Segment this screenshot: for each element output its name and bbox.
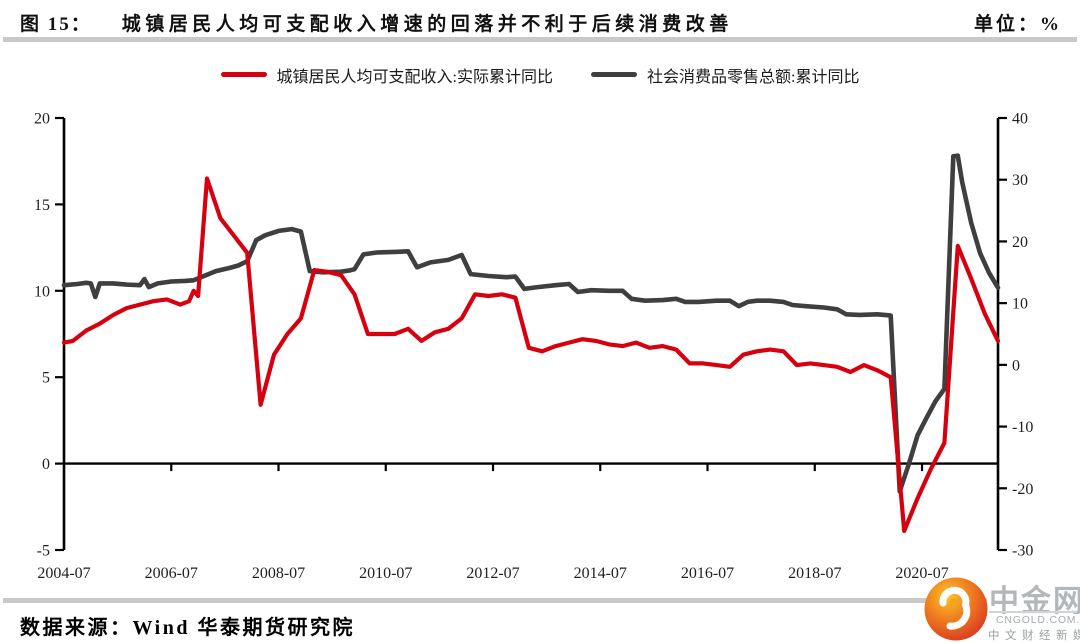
right-axis-tick-label: 40 bbox=[1012, 111, 1028, 128]
logo-text-background bbox=[987, 575, 1080, 643]
right-axis-tick-label: -20 bbox=[1012, 481, 1033, 498]
x-axis-tick-label: 2012-07 bbox=[466, 565, 519, 582]
left-axis-tick-label: 15 bbox=[34, 197, 50, 214]
left-axis-tick-label: 0 bbox=[42, 456, 50, 473]
left-axis-tick-label: 20 bbox=[34, 111, 50, 128]
x-axis-tick-label: 2014-07 bbox=[574, 565, 627, 582]
x-axis-tick-label: 2016-07 bbox=[681, 565, 734, 582]
footer-divider bbox=[3, 598, 1077, 603]
right-axis-tick-label: 20 bbox=[1012, 234, 1028, 251]
x-axis-tick-label: 2006-07 bbox=[145, 565, 198, 582]
logo-rule bbox=[989, 611, 1077, 613]
legend-label-income: 城镇居民人均可支配收入:实际累计同比 bbox=[276, 68, 553, 86]
x-axis-tick-label: 2020-07 bbox=[895, 565, 948, 582]
left-axis-tick-label: -5 bbox=[37, 543, 50, 560]
x-axis-tick-label: 2008-07 bbox=[252, 565, 305, 582]
legend-swatch-retail bbox=[591, 72, 637, 77]
logo-tagline: 中文财经新媒体 bbox=[988, 630, 1080, 642]
figure-header: 图 15： 城镇居民人均可支配收入增速的回落并不利于后续消费改善 单位：% bbox=[20, 9, 1062, 36]
legend-label-retail: 社会消费品零售总额:累计同比 bbox=[647, 68, 860, 86]
logo-brand-name: 中金网 bbox=[989, 585, 1080, 618]
x-axis-tick-label: 2004-07 bbox=[37, 565, 90, 582]
legend-item-retail: 社会消费品零售总额:累计同比 bbox=[591, 63, 859, 87]
legend-item-income: 城镇居民人均可支配收入:实际累计同比 bbox=[220, 63, 553, 87]
left-axis-tick-label: 5 bbox=[42, 370, 50, 387]
right-axis-tick-label: -10 bbox=[1012, 419, 1033, 436]
x-axis-tick-label: 2018-07 bbox=[788, 565, 841, 582]
logo-domain: CNGOLD.COM.CN bbox=[996, 614, 1080, 626]
cngold-swirl-icon bbox=[924, 577, 988, 641]
unit-label: 单位：% bbox=[973, 14, 1062, 35]
right-axis-tick-label: 0 bbox=[1012, 357, 1020, 374]
figure-number-label: 图 15： bbox=[20, 14, 92, 35]
left-axis-tick-label: 10 bbox=[34, 283, 50, 300]
legend-swatch-income bbox=[220, 72, 267, 77]
data-source-note: 数据来源：Wind 华泰期货研究院 bbox=[20, 617, 355, 639]
header-divider bbox=[3, 37, 1077, 42]
series-line-retail bbox=[61, 153, 1001, 494]
right-axis-tick-label: 30 bbox=[1012, 172, 1028, 189]
right-axis-tick-label: -30 bbox=[1012, 543, 1033, 560]
x-axis-tick-label: 2010-07 bbox=[359, 565, 412, 582]
right-axis-tick-label: 10 bbox=[1012, 296, 1028, 313]
figure-title: 城镇居民人均可支配收入增速的回落并不利于后续消费改善 bbox=[121, 14, 733, 35]
cngold-watermark: 中金网 CNGOLD.COM.CN 中文财经新媒体 bbox=[908, 575, 1080, 643]
chart-legend: 城镇居民人均可支配收入:实际累计同比 社会消费品零售总额:累计同比 bbox=[0, 62, 1080, 87]
series-line-income bbox=[61, 176, 1001, 534]
